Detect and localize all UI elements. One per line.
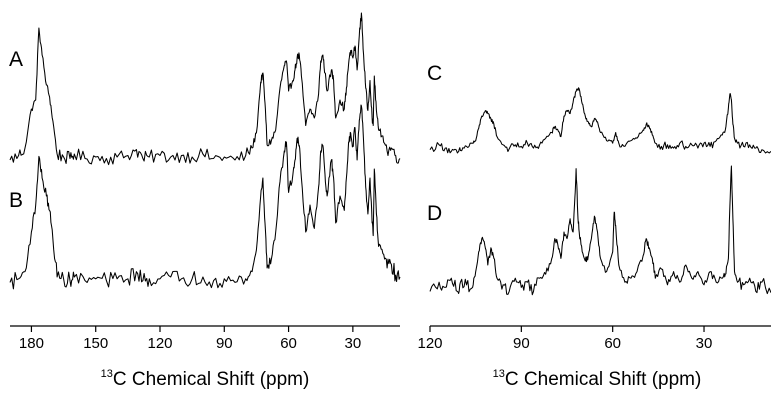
x-tick-label-1-3: 30 bbox=[696, 335, 713, 352]
spectrum-trace-c bbox=[429, 87, 771, 154]
spectrum-trace-b bbox=[9, 104, 401, 290]
panel-label-d: D bbox=[427, 202, 442, 225]
x-tick-label-0-3: 90 bbox=[216, 335, 233, 352]
x-tick-label-0-0: 180 bbox=[19, 335, 44, 352]
panel-label-b: B bbox=[9, 189, 23, 212]
x-tick-label-1-0: 120 bbox=[417, 335, 442, 352]
x-tick-label-0-4: 60 bbox=[280, 335, 297, 352]
left-x-axis-title-sup: 13 bbox=[101, 368, 113, 380]
x-tick-label-1-1: 90 bbox=[513, 335, 530, 352]
left-x-axis-title-text: C Chemical Shift (ppm) bbox=[113, 369, 309, 390]
spectrum-trace-d bbox=[429, 165, 771, 296]
right-x-axis-title: 13C Chemical Shift (ppm) bbox=[493, 368, 702, 390]
spectrum-trace-a bbox=[9, 12, 401, 166]
right-x-axis-title-sup: 13 bbox=[493, 368, 505, 380]
panel-label-a: A bbox=[9, 48, 23, 71]
right-x-axis-title-text: C Chemical Shift (ppm) bbox=[505, 369, 701, 390]
x-tick-label-0-5: 30 bbox=[345, 335, 362, 352]
x-tick-label-1-2: 60 bbox=[604, 335, 621, 352]
x-tick-label-0-2: 120 bbox=[147, 335, 172, 352]
left-x-axis-title: 13C Chemical Shift (ppm) bbox=[101, 368, 310, 390]
panel-label-c: C bbox=[427, 62, 442, 85]
x-tick-label-0-1: 150 bbox=[83, 335, 108, 352]
